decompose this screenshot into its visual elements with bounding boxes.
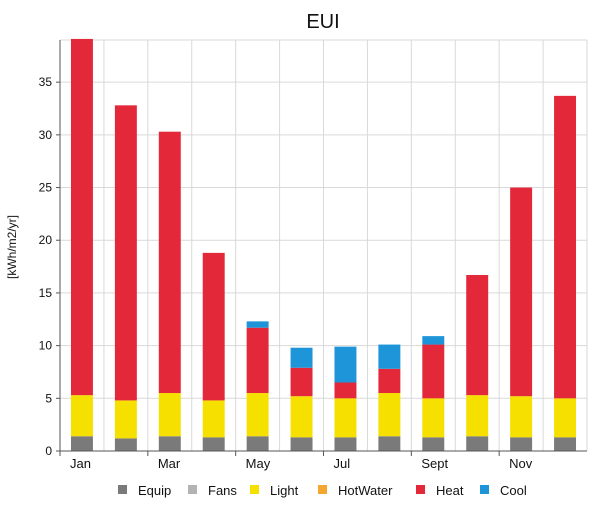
legend-label-light: Light — [270, 483, 299, 498]
bar-light-jun — [290, 396, 313, 438]
bar-equip-dec — [554, 437, 577, 451]
y-tick-label: 10 — [39, 339, 53, 353]
bar-light-sept — [422, 398, 445, 438]
y-tick-label: 0 — [45, 444, 52, 458]
legend-swatch-equip — [118, 485, 127, 494]
bar-heat-jan — [70, 38, 93, 396]
bar-heat-feb — [114, 105, 137, 401]
bar-cool-jul — [334, 346, 357, 383]
x-tick-label: Sept — [421, 456, 448, 471]
bar-heat-apr — [202, 252, 225, 401]
bar-equip-jun — [290, 437, 313, 451]
bar-light-mar — [158, 393, 181, 437]
bar-light-oct — [466, 395, 489, 437]
y-axis-label: [kWh/m2/yr] — [5, 215, 19, 279]
bar-equip-may — [246, 436, 269, 451]
y-tick-label: 35 — [39, 75, 53, 89]
legend-label-hotwater: HotWater — [338, 483, 393, 498]
y-tick-label: 20 — [39, 233, 53, 247]
bar-equip-aug — [378, 436, 401, 451]
x-tick-label: May — [246, 456, 271, 471]
bar-heat-aug — [378, 368, 401, 394]
bar-heat-mar — [158, 131, 181, 394]
bar-light-may — [246, 393, 269, 437]
legend-label-heat: Heat — [436, 483, 464, 498]
bar-equip-feb — [114, 438, 137, 451]
bar-equip-sept — [422, 437, 445, 451]
bar-heat-sept — [422, 344, 445, 399]
x-tick-label: Jan — [70, 456, 91, 471]
y-tick-label: 15 — [39, 286, 53, 300]
chart-title: EUI — [306, 11, 339, 33]
bar-heat-may — [246, 327, 269, 394]
bar-equip-mar — [158, 436, 181, 451]
axes: 0 5 10 15 20 25 30 35 Jan Mar May Jul Sept Nov — [39, 40, 587, 471]
bar-cool-sept — [422, 336, 445, 345]
bar-light-nov — [510, 396, 533, 438]
grid-lines — [59, 39, 588, 452]
bar-light-aug — [378, 393, 401, 437]
x-tick-label: Nov — [509, 456, 533, 471]
bar-heat-dec — [554, 95, 577, 399]
bar-heat-jul — [334, 382, 357, 399]
legend-swatch-fans — [188, 485, 197, 494]
legend-swatch-hotwater — [318, 485, 327, 494]
bar-cool-jun — [290, 347, 313, 368]
y-tick-label: 5 — [45, 391, 52, 405]
x-tick-label: Mar — [158, 456, 181, 471]
legend-label-cool: Cool — [500, 483, 527, 498]
y-tick-label: 25 — [39, 181, 53, 195]
bar-heat-oct — [466, 275, 489, 396]
bar-light-jan — [70, 395, 93, 437]
bar-cool-may — [246, 321, 269, 328]
bar-heat-nov — [510, 187, 533, 397]
bar-light-jul — [334, 398, 357, 438]
bar-equip-apr — [202, 437, 225, 451]
bar-light-feb — [114, 400, 137, 439]
legend-label-fans: Fans — [208, 483, 237, 498]
bar-light-dec — [554, 398, 577, 438]
bar-cool-aug — [378, 344, 401, 369]
bar-equip-jul — [334, 437, 357, 451]
y-tick-label: 30 — [39, 128, 53, 142]
legend: Equip Fans Light HotWater Heat Cool — [118, 483, 527, 498]
legend-swatch-light — [250, 485, 259, 494]
bar-equip-oct — [466, 436, 489, 451]
bar-heat-jun — [290, 367, 313, 397]
bars — [70, 38, 577, 451]
x-tick-label: Jul — [334, 456, 351, 471]
legend-swatch-heat — [416, 485, 425, 494]
legend-swatch-cool — [480, 485, 489, 494]
legend-label-equip: Equip — [138, 483, 171, 498]
bar-equip-nov — [510, 437, 533, 451]
bar-light-apr — [202, 400, 225, 438]
bar-equip-jan — [70, 436, 93, 451]
